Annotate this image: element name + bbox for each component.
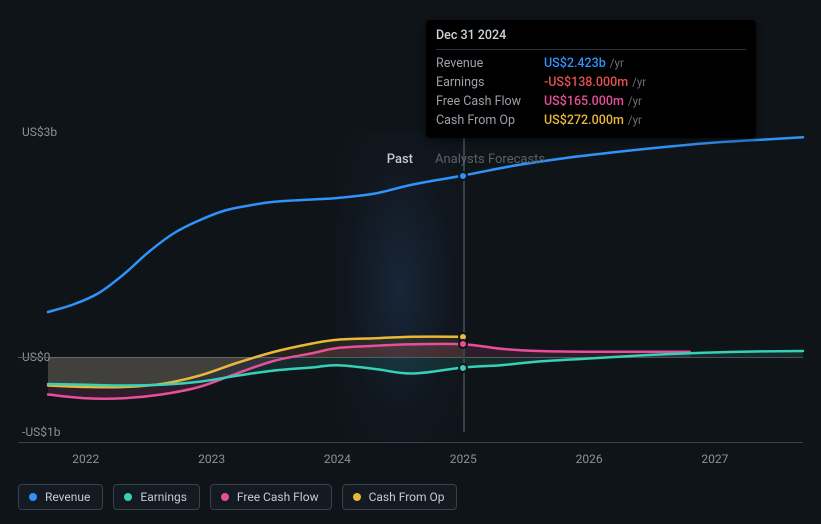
tooltip-row: RevenueUS$2.423b/yr [436,54,746,73]
marker-revenue [458,171,468,181]
financial-forecast-chart: US$3bUS$0-US$1b 202220232024202520262027… [0,0,821,524]
x-axis-label: 2022 [72,452,99,466]
x-axis-line [18,442,803,443]
tooltip-row: Cash From OpUS$272.000m/yr [436,111,746,130]
legend-item-free-cash-flow[interactable]: Free Cash Flow [210,484,332,510]
x-axis-label: 2023 [198,452,225,466]
tooltip-row-value: US$2.423b [544,56,606,71]
legend-swatch [353,493,361,501]
section-label-forecast: Analysts Forecasts [435,152,545,167]
chart-plot-area[interactable] [48,132,803,432]
legend-item-cash-from-op[interactable]: Cash From Op [342,484,458,510]
series-line-revenue [48,137,803,312]
legend-label: Revenue [45,490,90,504]
tooltip-row-key: Revenue [436,56,544,71]
x-axis-label: 2025 [450,452,477,466]
tooltip-row: Earnings-US$138.000m/yr [436,73,746,92]
tooltip-row-unit: /yr [610,56,624,70]
tooltip-row: Free Cash FlowUS$165.000m/yr [436,92,746,111]
marker-earnings [458,363,468,373]
tooltip-row-unit: /yr [628,113,642,127]
marker-fcf [458,339,468,349]
legend-item-revenue[interactable]: Revenue [18,484,103,510]
legend-swatch [29,493,37,501]
x-axis-label: 2024 [324,452,351,466]
section-label-past: Past [387,152,413,167]
legend-swatch [221,493,229,501]
legend-swatch [124,493,132,501]
legend-label: Earnings [140,490,187,504]
tooltip-row-key: Cash From Op [436,113,544,128]
tooltip-row-key: Earnings [436,75,544,90]
tooltip-row-value: US$272.000m [544,113,624,128]
legend: Revenue Earnings Free Cash Flow Cash From O… [18,484,457,510]
tooltip: Dec 31 2024 RevenueUS$2.423b/yrEarnings-… [426,20,756,138]
tooltip-row-unit: /yr [628,94,642,108]
legend-label: Cash From Op [369,490,445,504]
legend-label: Free Cash Flow [237,490,319,504]
tooltip-date: Dec 31 2024 [436,28,746,50]
tooltip-row-value: US$165.000m [544,94,624,109]
tooltip-row-key: Free Cash Flow [436,94,544,109]
x-axis-label: 2027 [701,452,728,466]
legend-item-earnings[interactable]: Earnings [113,484,200,510]
tooltip-row-unit: /yr [632,75,646,89]
x-axis-label: 2026 [576,452,603,466]
tooltip-row-value: -US$138.000m [544,75,628,90]
